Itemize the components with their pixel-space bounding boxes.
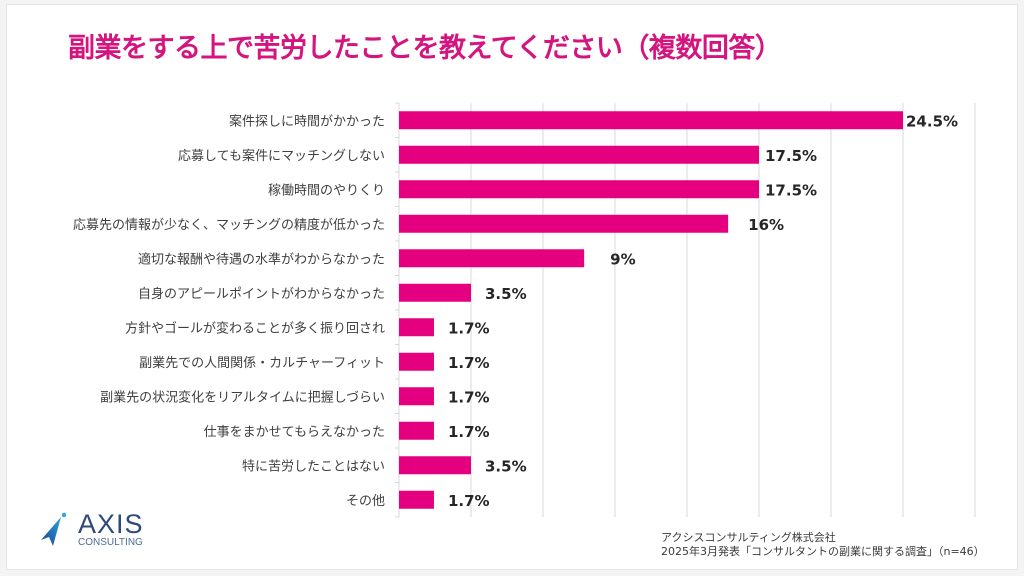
category-label: 副業先の状況変化をリアルタイムに把握しづらい xyxy=(100,389,385,405)
category-label: 稼働時間のやりくり xyxy=(268,183,385,198)
logo-subtitle: CONSULTING xyxy=(78,537,143,548)
source-survey: 2025年3月発表「コンサルタントの副業に関する調査」（n=46） xyxy=(661,545,985,558)
category-label: 応募先の情報が少なく、マッチングの精度が低かった xyxy=(73,217,385,233)
data-label: 17.5% xyxy=(765,147,817,165)
category-label: 副業先での人間関係・カルチャーフィット xyxy=(139,355,385,371)
bar xyxy=(399,456,471,475)
data-label: 3.5% xyxy=(485,285,527,303)
category-label: 特に苦労したことはない xyxy=(242,458,385,474)
category-labels: 案件探しに時間がかかった応募しても案件にマッチングしない稼働時間のやりくり応募先… xyxy=(73,114,385,509)
data-label: 9% xyxy=(610,250,635,268)
bar xyxy=(399,318,434,337)
category-label: 案件探しに時間がかかった xyxy=(229,114,385,129)
data-label: 3.5% xyxy=(485,457,527,475)
data-label: 1.7% xyxy=(448,492,490,510)
logo-wordmark: AXIS xyxy=(78,509,144,539)
category-label: 方針やゴールが変わることが多く振り回され xyxy=(125,320,385,336)
company-logo: AXIS CONSULTING xyxy=(26,510,146,550)
data-label: 24.5% xyxy=(906,112,958,130)
data-label: 1.7% xyxy=(448,423,490,441)
bar xyxy=(399,180,759,199)
bar xyxy=(399,490,434,509)
source-company: アクシスコンサルティング株式会社 xyxy=(661,531,836,544)
bar xyxy=(399,111,903,130)
category-label: 応募しても案件にマッチングしない xyxy=(178,149,385,164)
data-label: 1.7% xyxy=(448,319,490,337)
category-label: 仕事をまかせてもらえなかった xyxy=(204,425,385,440)
source-note: アクシスコンサルティング株式会社 2025年3月発表「コンサルタントの副業に関す… xyxy=(661,531,985,559)
bar xyxy=(399,145,759,164)
category-label: 自身のアピールポイントがわからなかった xyxy=(138,286,385,302)
data-label: 1.7% xyxy=(448,388,490,406)
category-label: その他 xyxy=(346,494,385,509)
rocket-arrow-icon xyxy=(41,512,67,546)
gridlines xyxy=(395,102,976,518)
data-label: 1.7% xyxy=(448,354,490,372)
data-label: 17.5% xyxy=(765,181,817,199)
value-labels: 24.5% 17.5% 17.5% 16% 9% 3.5% 1.7% 1.7% 1.7% 1.7%… xyxy=(448,112,958,510)
bar xyxy=(399,249,585,268)
data-label: 16% xyxy=(748,216,784,234)
chart-title: 副業をする上で苦労したことを教えてください（複数回答） xyxy=(68,33,782,64)
category-label: 適切な報酬や待遇の水準がわからなかった xyxy=(138,251,385,267)
bar xyxy=(399,387,434,406)
bar xyxy=(399,214,729,233)
bar xyxy=(399,283,471,302)
bar xyxy=(399,421,434,440)
bars xyxy=(399,111,903,509)
slide-frame xyxy=(6,4,1018,570)
bar xyxy=(399,352,434,371)
